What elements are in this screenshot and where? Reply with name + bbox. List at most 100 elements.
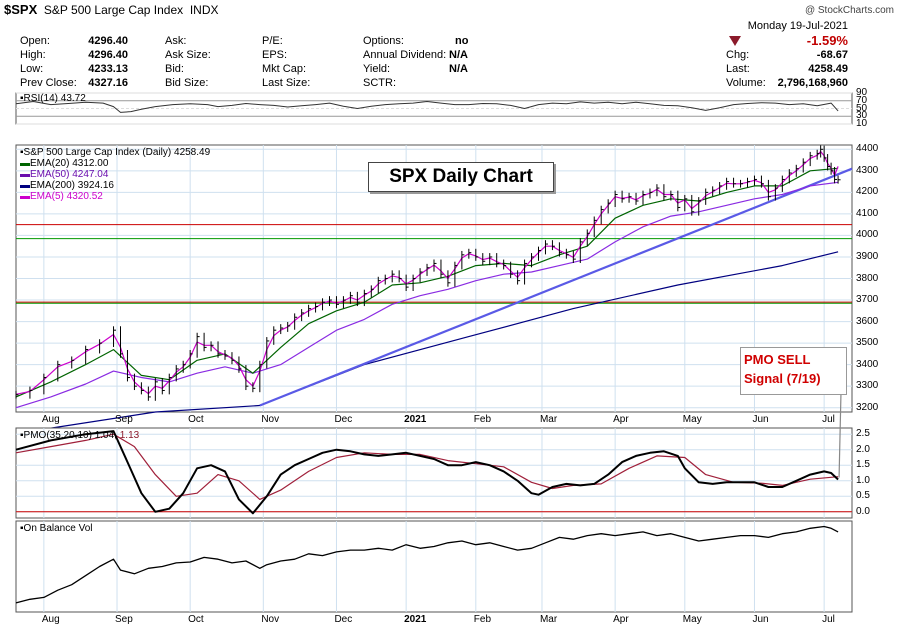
rsi-label: ▪RSI(14) 43.72 bbox=[20, 93, 86, 104]
obv-month-label: Dec bbox=[334, 614, 353, 625]
last-size-label: Last Size: bbox=[262, 77, 311, 89]
pe-label: P/E: bbox=[262, 35, 283, 47]
chart-header-title: $SPX S&P 500 Large Cap Index INDX bbox=[4, 3, 218, 17]
obv-panel bbox=[15, 520, 853, 613]
price-month-label: Apr bbox=[613, 414, 629, 425]
high-label: High: bbox=[20, 49, 46, 61]
volume-label: Volume: bbox=[726, 77, 766, 89]
obv-month-label: Mar bbox=[539, 614, 558, 625]
volume-value: 2,796,168,960 bbox=[777, 77, 848, 89]
legend-ema5: ▬EMA(5) 4320.52 bbox=[20, 191, 103, 202]
symbol: $SPX bbox=[4, 2, 38, 17]
pmo-panel bbox=[15, 427, 853, 519]
obv-month-label: Jun bbox=[752, 614, 769, 625]
quote-date: Monday 19-Jul-2021 bbox=[747, 20, 848, 32]
price-tick-label: 4300 bbox=[856, 164, 879, 176]
price-tick-label: 3200 bbox=[856, 401, 879, 413]
price-tick-label: 3400 bbox=[856, 358, 879, 370]
price-month-label: May bbox=[682, 414, 702, 425]
price-tick-label: 3500 bbox=[856, 337, 879, 349]
obv-month-label: Feb bbox=[473, 614, 492, 625]
ask-size-label: Ask Size: bbox=[165, 49, 211, 61]
price-month-label: Oct bbox=[188, 414, 204, 425]
yield-label: Yield: bbox=[363, 63, 391, 75]
pmo-tick-label: 1.5 bbox=[856, 459, 870, 471]
options-label: Options: bbox=[363, 35, 404, 47]
rsi-series bbox=[15, 101, 839, 113]
ema50-series bbox=[15, 181, 839, 409]
legend-ema50: ▬EMA(50) 4247.04 bbox=[20, 169, 109, 180]
rsi-tick-label: 10 bbox=[856, 118, 868, 129]
ema200-series bbox=[15, 251, 839, 435]
dividend-label: Annual Dividend: bbox=[363, 49, 447, 61]
trendline bbox=[259, 167, 853, 407]
prev-close-label: Prev Close: bbox=[20, 77, 77, 89]
rsi-tick-label: 70 bbox=[856, 94, 868, 106]
bid-size-label: Bid Size: bbox=[165, 77, 209, 89]
high-value: 4296.40 bbox=[88, 49, 128, 61]
low-value: 4233.13 bbox=[88, 63, 128, 75]
price-tick-label: 3600 bbox=[856, 315, 879, 327]
rsi-tick-label: 50 bbox=[856, 102, 868, 114]
open-value: 4296.40 bbox=[88, 35, 128, 47]
change-percent: -1.59% bbox=[806, 33, 848, 48]
price-tick-label: 4400 bbox=[856, 143, 879, 155]
ema20-series bbox=[15, 167, 839, 398]
obv-series bbox=[15, 525, 839, 604]
pmo-tick-label: 2.0 bbox=[856, 443, 870, 455]
obv-label: ▪On Balance Vol bbox=[20, 523, 93, 534]
sctr-label: SCTR: bbox=[363, 77, 396, 89]
obv-month-label: Aug bbox=[41, 614, 60, 625]
chg-value: -68.67 bbox=[816, 49, 848, 61]
price-tick-label: 4100 bbox=[856, 207, 879, 219]
pmo-sell-annotation: PMO SELL Signal (7/19) bbox=[740, 347, 847, 395]
obv-month-label: Apr bbox=[613, 614, 629, 625]
obv-month-label: Oct bbox=[188, 614, 204, 625]
pmo-label: ▪PMO(35,20,10) 1.04, 1.13 bbox=[20, 430, 140, 441]
chg-label: Chg: bbox=[726, 49, 750, 61]
obv-month-label: Jul bbox=[822, 614, 835, 625]
exchange: INDX bbox=[189, 3, 219, 17]
chart-title: SPX Daily Chart bbox=[368, 162, 554, 192]
price-month-label: Feb bbox=[473, 414, 492, 425]
price-month-label: Jun bbox=[752, 414, 769, 425]
copyright: @ StockCharts.com bbox=[804, 5, 894, 16]
rsi-tick-label: 30 bbox=[856, 110, 868, 122]
pmo-tick-label: 2.5 bbox=[856, 428, 870, 440]
obv-month-label: Nov bbox=[261, 614, 280, 625]
legend-ema20: ▬EMA(20) 4312.00 bbox=[20, 158, 109, 169]
price-month-label: Mar bbox=[539, 414, 558, 425]
last-label: Last: bbox=[726, 63, 750, 75]
price-tick-label: 3800 bbox=[856, 272, 879, 284]
options-value: no bbox=[455, 35, 469, 47]
rsi-tick-label: 90 bbox=[856, 87, 868, 98]
price-tick-label: 3300 bbox=[856, 380, 879, 392]
mkt-cap-label: Mkt Cap: bbox=[262, 63, 307, 75]
yield-value: N/A bbox=[449, 63, 468, 75]
prev-close-value: 4327.16 bbox=[88, 77, 128, 89]
price-month-label: Nov bbox=[261, 414, 280, 425]
bid-label: Bid: bbox=[165, 63, 184, 75]
price-tick-label: 4000 bbox=[856, 229, 879, 241]
pmo-tick-label: 0.5 bbox=[856, 490, 870, 502]
ask-label: Ask: bbox=[165, 35, 187, 47]
price-month-label: Aug bbox=[41, 414, 60, 425]
low-label: Low: bbox=[20, 63, 44, 75]
open-label: Open: bbox=[20, 35, 50, 47]
last-value: 4258.49 bbox=[808, 63, 848, 75]
pmo-tick-label: 1.0 bbox=[856, 474, 870, 486]
price-month-label: Jul bbox=[822, 414, 835, 425]
down-triangle-icon bbox=[729, 36, 741, 46]
price-month-label: Sep bbox=[115, 414, 133, 425]
pmo-series bbox=[15, 430, 839, 515]
pmo-signal-series bbox=[15, 433, 839, 500]
price-month-label: 2021 bbox=[404, 414, 427, 425]
obv-month-label: May bbox=[682, 614, 702, 625]
dividend-value: N/A bbox=[449, 49, 468, 61]
eps-label: EPS: bbox=[262, 49, 288, 61]
price-label: ▪S&P 500 Large Cap Index (Daily) 4258.49 bbox=[20, 147, 211, 158]
index-name: S&P 500 Large Cap Index bbox=[43, 3, 184, 17]
price-tick-label: 3900 bbox=[856, 250, 879, 262]
